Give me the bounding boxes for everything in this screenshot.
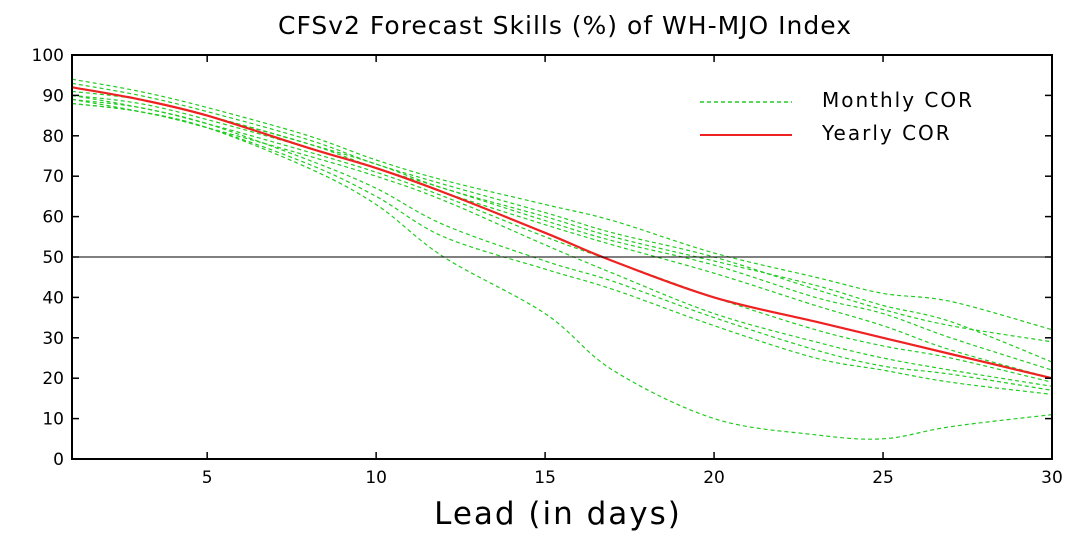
y-tick-label-30: 30 <box>42 329 64 349</box>
series-monthly-cor-line-8 <box>71 94 1053 391</box>
y-tick-label-90: 90 <box>42 86 64 106</box>
x-axis: 5 10 15 20 25 30 <box>202 55 1063 488</box>
series-yearly-cor-line <box>71 86 1053 380</box>
y-axis: 0 10 20 30 40 50 60 70 80 90 100 <box>32 46 1052 470</box>
x-axis-label: Lead (in days) <box>434 496 682 532</box>
legend: Monthly COR Yearly COR <box>700 88 974 145</box>
x-tick-label-15: 15 <box>534 468 556 488</box>
series-monthly-cor-line-5 <box>71 94 1053 379</box>
series-layer <box>71 78 1053 440</box>
y-tick-label-20: 20 <box>42 369 64 389</box>
chart-title: CFSv2 Forecast Skills (%) of WH-MJO Inde… <box>278 11 852 40</box>
y-tick-label-10: 10 <box>42 410 64 430</box>
x-tick-label-5: 5 <box>202 468 213 488</box>
x-tick-label-20: 20 <box>703 468 725 488</box>
y-tick-label-80: 80 <box>42 127 64 147</box>
y-tick-label-40: 40 <box>42 288 64 308</box>
x-tick-label-10: 10 <box>365 468 387 488</box>
legend-monthly-label: Monthly COR <box>822 88 974 112</box>
legend-yearly-label: Yearly COR <box>821 121 952 145</box>
series-monthly-cor-line-9 <box>71 98 1053 395</box>
series-monthly-cor-line-10 <box>71 102 1053 440</box>
y-tick-label-50: 50 <box>42 248 64 268</box>
y-tick-label-70: 70 <box>42 167 64 187</box>
x-tick-label-25: 25 <box>872 468 894 488</box>
y-tick-label-0: 0 <box>53 450 64 470</box>
series-monthly-cor-line-6 <box>71 98 1053 383</box>
series-monthly-cor-line-2 <box>71 82 1053 343</box>
series-monthly-cor-line-1 <box>71 78 1053 331</box>
y-tick-label-60: 60 <box>42 208 64 228</box>
y-tick-label-100: 100 <box>32 46 64 66</box>
x-tick-label-30: 30 <box>1041 468 1063 488</box>
